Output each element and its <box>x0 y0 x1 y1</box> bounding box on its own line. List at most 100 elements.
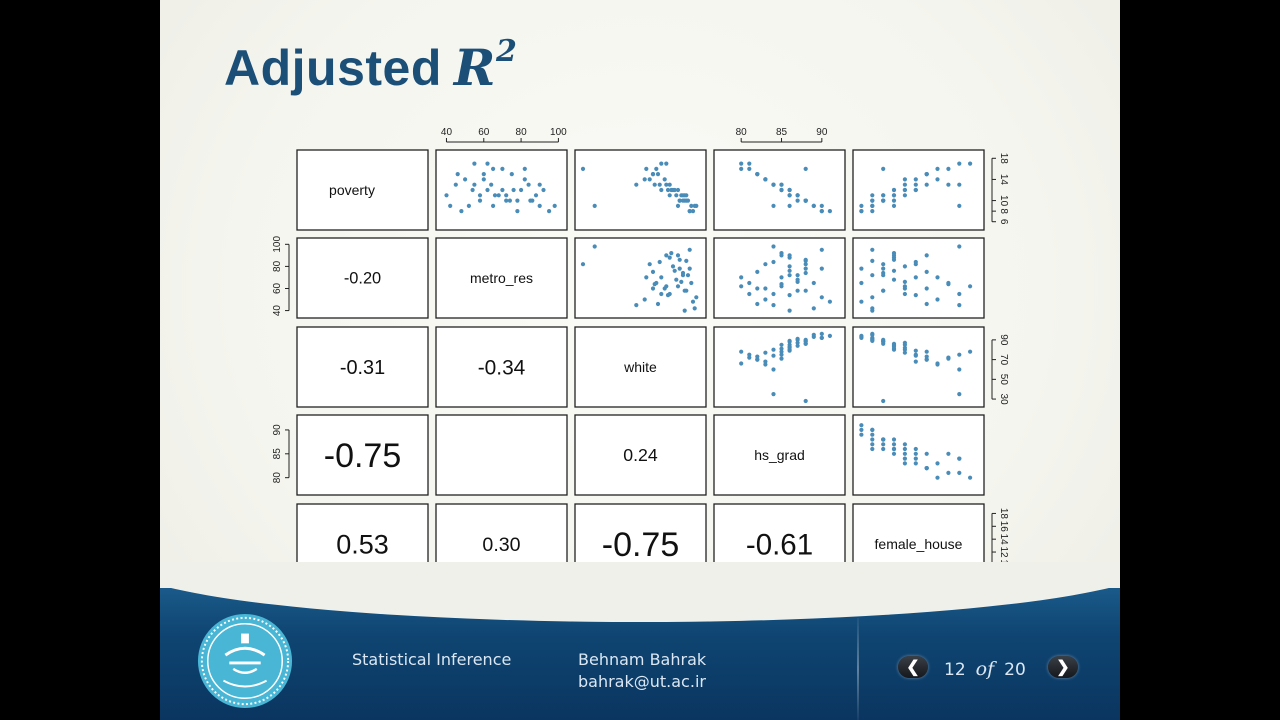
scatter-point <box>455 172 460 177</box>
scatter-point <box>779 349 784 354</box>
correlation-female_house-poverty: 0.53 <box>336 529 389 559</box>
next-slide-button[interactable]: ❯ <box>1048 656 1078 678</box>
scatter-point <box>747 352 752 357</box>
scatter-point <box>924 253 929 258</box>
scatter-point <box>935 275 940 280</box>
scatter-point <box>763 297 768 302</box>
scatter-point <box>946 451 951 456</box>
scatter-point <box>957 303 962 308</box>
scatter-point <box>771 303 776 308</box>
scatter-point <box>902 345 908 350</box>
scatter-point <box>657 259 662 265</box>
scatter-point <box>787 338 792 343</box>
scatter-point <box>739 349 744 354</box>
scatter-point <box>677 198 682 203</box>
scatter-point <box>665 187 671 193</box>
scatter-point <box>819 247 824 252</box>
scatter-point <box>747 166 752 171</box>
scatter-point <box>913 182 918 187</box>
scatter-point <box>481 177 486 182</box>
scatter-point <box>665 293 671 298</box>
scatter-point <box>870 247 875 252</box>
scatter-point <box>935 475 940 480</box>
scatter-point <box>655 172 661 177</box>
scatter-point <box>957 161 962 166</box>
scatter-point <box>968 161 973 166</box>
scatter-point <box>891 187 897 193</box>
scatter-point <box>902 442 908 447</box>
scatter-point <box>957 367 962 372</box>
scatter-point <box>763 362 768 367</box>
scatter-point <box>504 193 509 198</box>
scatter-point <box>902 451 908 456</box>
panel-metro_res-poverty <box>296 237 429 319</box>
scatter-point <box>946 166 951 171</box>
scatter-point <box>694 203 699 208</box>
scatter-point <box>870 198 875 203</box>
page-total: 20 <box>1004 660 1026 680</box>
scatter-point <box>881 446 886 452</box>
scatter-point <box>891 451 897 456</box>
scatter-point <box>968 284 973 289</box>
variable-label-hs_grad: hs_grad <box>754 447 805 463</box>
scatter-point <box>957 182 962 187</box>
scatter-point <box>870 432 875 437</box>
tick-label-hs_grad: 80 <box>736 127 748 138</box>
scatter-point <box>547 209 552 214</box>
scatter-point <box>522 177 527 182</box>
page-of: of <box>975 658 995 680</box>
scatter-point <box>739 284 744 289</box>
page-indicator: 12 of 20 <box>944 658 1026 680</box>
variable-label-white: white <box>623 359 657 375</box>
scatter-point <box>481 172 486 177</box>
scatter-point <box>924 172 929 177</box>
tick-label-white: 30 <box>998 394 1009 406</box>
panel-metro_res-metro_res <box>435 237 568 319</box>
scatter-point <box>924 286 929 291</box>
scatter-point <box>881 337 886 342</box>
scatter-point <box>924 354 929 359</box>
scatter-point <box>870 258 875 263</box>
scatter-point <box>533 193 539 198</box>
scatter-point <box>859 266 864 271</box>
scatter-point <box>771 353 776 358</box>
scatter-point <box>968 349 973 354</box>
scatter-point <box>444 193 449 198</box>
scatter-point <box>677 257 682 262</box>
scatter-point <box>787 293 792 298</box>
scatter-point <box>491 166 496 171</box>
scatter-point <box>913 353 918 358</box>
panel-white-female_house <box>852 326 985 408</box>
variable-label-poverty: poverty <box>329 182 375 198</box>
scatter-point <box>902 340 908 345</box>
slide-title-text: Adjusted <box>224 40 442 96</box>
footer-email[interactable]: bahrak@ut.ac.ir <box>578 672 706 691</box>
scatter-point <box>779 282 784 287</box>
scatter-point <box>747 280 752 286</box>
scatter-point <box>677 266 682 271</box>
correlation-white-metro_res: -0.34 <box>478 356 526 379</box>
scatter-point <box>485 161 490 166</box>
scatter-point <box>881 262 886 267</box>
panel-hs_grad-hs_grad <box>713 414 846 496</box>
scatter-point <box>891 193 897 198</box>
scatter-point <box>787 273 792 278</box>
panel-hs_grad-metro_res <box>435 414 568 496</box>
tick-label-female_house: 14 <box>998 534 1009 546</box>
scatter-point <box>667 182 672 187</box>
prev-slide-button[interactable]: ❮ <box>898 656 928 678</box>
scatter-point <box>496 193 501 198</box>
scatter-point <box>859 432 864 437</box>
scatter-point <box>787 193 792 198</box>
scatter-point <box>684 288 689 293</box>
panel-white-poverty <box>296 326 429 408</box>
scatter-point <box>902 461 908 466</box>
scatter-point <box>913 359 918 364</box>
scatter-point <box>779 346 784 351</box>
scatter-point <box>913 275 918 280</box>
scatter-point <box>803 341 808 346</box>
scatter-point <box>779 342 784 347</box>
scatter-point <box>763 286 768 291</box>
scatter-point <box>870 273 875 278</box>
tick-label-metro_res: 40 <box>441 127 453 138</box>
